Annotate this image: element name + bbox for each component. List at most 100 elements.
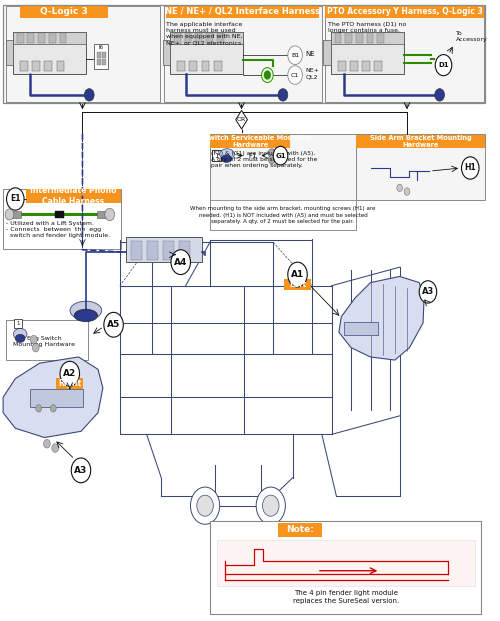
Text: Egg Switch Serviceable Mounting
Hardware: Egg Switch Serviceable Mounting Hardware bbox=[188, 135, 312, 148]
Bar bbox=[102, 59, 106, 65]
Bar bbox=[166, 6, 320, 18]
Text: PTO Accessory Y Harness, Q-Logic 3: PTO Accessory Y Harness, Q-Logic 3 bbox=[326, 7, 482, 16]
Text: Q-Logic 3: Q-Logic 3 bbox=[40, 7, 88, 16]
Bar bbox=[20, 61, 28, 71]
Text: F1: F1 bbox=[248, 153, 256, 158]
Circle shape bbox=[404, 188, 410, 195]
Text: Egg Switch
Mounting Hardware: Egg Switch Mounting Hardware bbox=[14, 336, 76, 347]
Circle shape bbox=[36, 405, 42, 412]
Bar bbox=[170, 32, 243, 74]
Circle shape bbox=[397, 184, 402, 191]
Circle shape bbox=[84, 89, 94, 101]
Circle shape bbox=[197, 495, 214, 516]
Text: Intermediate Phono
Cable Harness: Intermediate Phono Cable Harness bbox=[30, 186, 117, 206]
Bar bbox=[217, 540, 475, 586]
Bar bbox=[284, 279, 311, 290]
Bar bbox=[6, 40, 13, 65]
Ellipse shape bbox=[74, 309, 98, 322]
Bar bbox=[350, 61, 358, 71]
Polygon shape bbox=[236, 111, 248, 129]
Bar bbox=[216, 33, 224, 43]
Bar bbox=[20, 6, 108, 18]
Text: NE+
QL2: NE+ QL2 bbox=[306, 68, 319, 79]
Text: D1: D1 bbox=[438, 62, 449, 68]
Circle shape bbox=[5, 209, 14, 220]
Bar bbox=[56, 378, 84, 389]
Bar bbox=[174, 33, 180, 43]
Bar bbox=[13, 32, 86, 44]
Bar bbox=[206, 33, 213, 43]
Text: Side Arm Bracket Mounting
Hardware: Side Arm Bracket Mounting Hardware bbox=[370, 135, 471, 148]
Bar bbox=[330, 32, 404, 44]
Bar bbox=[94, 44, 108, 69]
Bar bbox=[214, 61, 222, 71]
Text: The applicable interface
harness must be used
when equipped with NE,
NE+, or QL2: The applicable interface harness must be… bbox=[166, 22, 244, 45]
Bar bbox=[162, 40, 170, 65]
Bar bbox=[210, 134, 356, 230]
Bar bbox=[178, 61, 185, 71]
Circle shape bbox=[60, 361, 80, 386]
Text: A5: A5 bbox=[107, 320, 120, 329]
Bar bbox=[202, 61, 209, 71]
Text: I6: I6 bbox=[98, 45, 103, 50]
Circle shape bbox=[44, 440, 51, 448]
Bar bbox=[374, 61, 382, 71]
Text: C1: C1 bbox=[291, 73, 299, 78]
Bar bbox=[356, 33, 362, 43]
Circle shape bbox=[288, 262, 308, 287]
Circle shape bbox=[419, 281, 436, 303]
Circle shape bbox=[256, 487, 286, 524]
Bar bbox=[210, 135, 290, 148]
Bar bbox=[210, 200, 356, 230]
Text: A2: A2 bbox=[63, 369, 76, 378]
Text: H1: H1 bbox=[464, 163, 476, 173]
Circle shape bbox=[278, 89, 288, 101]
Circle shape bbox=[268, 149, 275, 158]
Bar bbox=[330, 32, 404, 74]
Circle shape bbox=[435, 55, 452, 76]
Text: NE / NE+ / QL2 Interface Harness: NE / NE+ / QL2 Interface Harness bbox=[165, 7, 320, 16]
Bar bbox=[56, 61, 64, 71]
Text: - Utilized with a Lift System.
- Connects  between  the  egg
  switch and fender: - Utilized with a Lift System. - Connect… bbox=[6, 220, 110, 238]
Circle shape bbox=[171, 250, 190, 274]
Bar bbox=[10, 211, 21, 217]
Bar bbox=[278, 523, 322, 537]
Bar bbox=[60, 33, 66, 43]
Bar bbox=[6, 6, 160, 102]
Bar bbox=[212, 150, 220, 161]
Text: OR: OR bbox=[237, 117, 246, 122]
Bar bbox=[147, 241, 158, 260]
Bar bbox=[49, 33, 56, 43]
Bar bbox=[164, 6, 322, 102]
Text: The 4 pin fender light module
replaces the SureSeal version.: The 4 pin fender light module replaces t… bbox=[293, 590, 400, 604]
Text: A1: A1 bbox=[291, 270, 304, 279]
Bar bbox=[356, 135, 485, 148]
Bar bbox=[28, 33, 34, 43]
Bar bbox=[210, 521, 481, 614]
Circle shape bbox=[6, 188, 24, 210]
Bar bbox=[30, 389, 84, 407]
Bar bbox=[190, 61, 198, 71]
Text: The PTO harness (D1) no
longer contains a fuse.: The PTO harness (D1) no longer contains … bbox=[328, 22, 406, 33]
Text: A3: A3 bbox=[422, 288, 434, 296]
Bar bbox=[126, 237, 202, 262]
Text: G1: G1 bbox=[275, 153, 286, 158]
Text: NE: NE bbox=[306, 51, 315, 57]
Circle shape bbox=[105, 208, 115, 220]
Bar bbox=[13, 32, 86, 74]
Circle shape bbox=[264, 71, 271, 79]
Bar bbox=[338, 61, 345, 71]
Circle shape bbox=[32, 343, 39, 352]
Bar bbox=[324, 40, 330, 65]
Text: A4: A4 bbox=[174, 258, 188, 266]
Text: 1: 1 bbox=[16, 321, 20, 326]
Text: Right: Right bbox=[58, 379, 82, 388]
Circle shape bbox=[52, 444, 59, 452]
Text: A3: A3 bbox=[74, 466, 88, 475]
Circle shape bbox=[262, 68, 273, 83]
Bar bbox=[26, 189, 121, 202]
Circle shape bbox=[50, 405, 56, 412]
Circle shape bbox=[72, 458, 90, 483]
Polygon shape bbox=[339, 276, 424, 360]
Ellipse shape bbox=[220, 149, 234, 160]
